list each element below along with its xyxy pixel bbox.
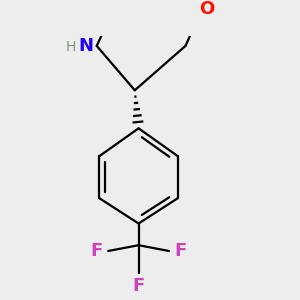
Text: F: F xyxy=(133,277,145,295)
Text: N: N xyxy=(79,37,94,55)
Text: F: F xyxy=(90,242,102,260)
Text: O: O xyxy=(199,0,214,18)
Text: F: F xyxy=(175,242,187,260)
Text: H: H xyxy=(66,40,76,54)
